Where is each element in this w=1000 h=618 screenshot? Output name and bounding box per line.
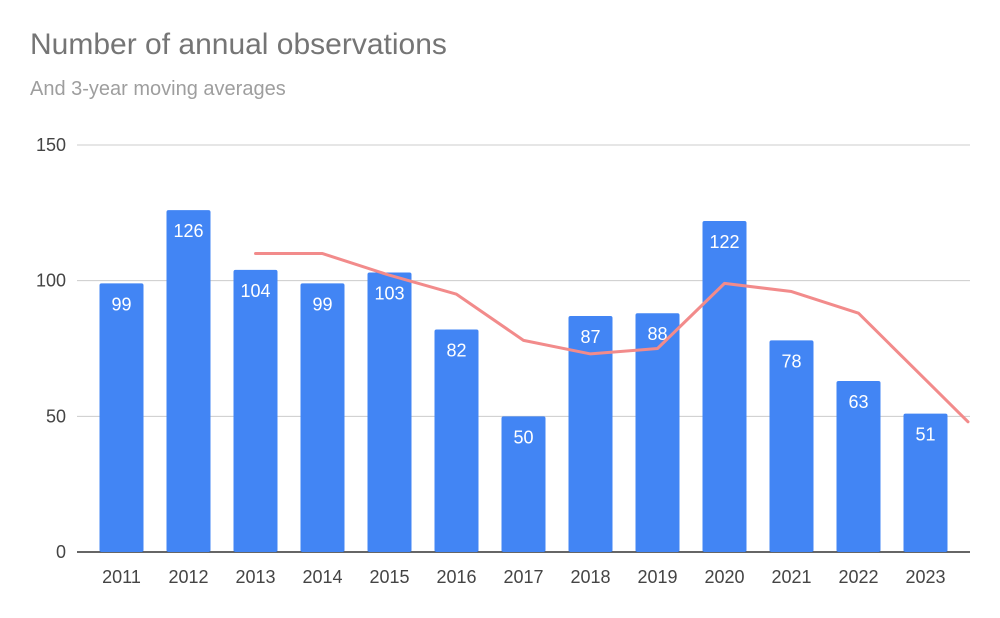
bar bbox=[434, 329, 479, 552]
bar-value-label: 126 bbox=[173, 221, 203, 241]
bar-value-label: 78 bbox=[781, 351, 801, 371]
y-tick-label: 100 bbox=[36, 271, 66, 291]
x-tick-label: 2016 bbox=[436, 567, 476, 587]
bar-value-label: 103 bbox=[374, 284, 404, 304]
bar bbox=[769, 340, 814, 552]
bar bbox=[233, 269, 278, 552]
bar bbox=[635, 313, 680, 552]
chart-title: Number of annual observations bbox=[30, 28, 447, 61]
bar bbox=[903, 413, 948, 552]
bar bbox=[702, 220, 747, 552]
bar bbox=[166, 210, 211, 552]
x-tick-label: 2014 bbox=[302, 567, 342, 587]
bar-value-label: 87 bbox=[580, 327, 600, 347]
x-tick-label: 2011 bbox=[102, 567, 141, 587]
bar-value-label: 63 bbox=[848, 392, 868, 412]
y-tick-label: 50 bbox=[46, 406, 66, 426]
x-tick-label: 2023 bbox=[905, 567, 945, 587]
x-tick-label: 2019 bbox=[637, 567, 677, 587]
bar-value-label: 51 bbox=[915, 425, 935, 445]
bar bbox=[501, 416, 546, 552]
x-tick-label: 2021 bbox=[771, 567, 811, 587]
bar-value-label: 88 bbox=[647, 324, 667, 344]
x-tick-label: 2015 bbox=[369, 567, 409, 587]
y-tick-label: 0 bbox=[56, 542, 66, 562]
bar-value-label: 122 bbox=[709, 232, 739, 252]
bar bbox=[568, 315, 613, 552]
x-tick-label: 2020 bbox=[704, 567, 744, 587]
chart-subtitle: And 3-year moving averages bbox=[30, 78, 286, 100]
x-tick-label: 2022 bbox=[838, 567, 878, 587]
bar bbox=[300, 283, 345, 552]
bar bbox=[99, 283, 144, 552]
bar-value-label: 99 bbox=[111, 294, 131, 314]
x-tick-label: 2013 bbox=[235, 567, 275, 587]
x-tick-label: 2017 bbox=[503, 567, 543, 587]
x-axis-ticks: 2011 2012 2013 2014 2015 2016 2017 2018 2019 2020… bbox=[102, 567, 945, 587]
bar-value-label: 50 bbox=[513, 427, 533, 447]
bar-value-label: 82 bbox=[446, 341, 466, 361]
bar bbox=[367, 272, 412, 552]
x-tick-label: 2018 bbox=[570, 567, 610, 587]
x-tick-label: 2012 bbox=[168, 567, 208, 587]
bar-value-label: 99 bbox=[312, 294, 332, 314]
bar-value-label: 104 bbox=[240, 281, 270, 301]
y-tick-label: 150 bbox=[36, 135, 66, 155]
y-axis-ticks: 0 50 100 150 bbox=[36, 135, 66, 562]
moving-average-line bbox=[254, 252, 970, 424]
bar bbox=[836, 381, 881, 552]
moving-average-layer bbox=[254, 252, 970, 424]
bars: 99 126 104 99 103 82 50 87 88 122 78 63 51 bbox=[99, 210, 948, 552]
